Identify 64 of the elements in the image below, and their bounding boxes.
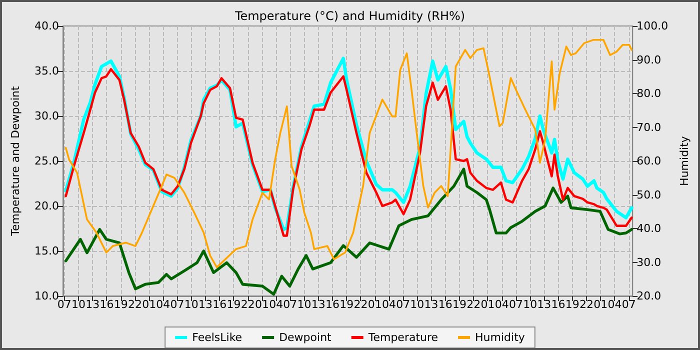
x-tick-label: 19 xyxy=(452,298,467,311)
x-tick-label: 16 xyxy=(438,298,452,311)
x-tick-label: 13 xyxy=(311,298,326,311)
x-tick-label: 01 xyxy=(368,298,382,311)
legend-label: Humidity xyxy=(475,331,526,344)
x-tick-label: 13 xyxy=(86,298,100,311)
x-tick-label: 16 xyxy=(326,298,340,311)
x-tick-label: 22 xyxy=(240,298,255,311)
x-tick-label: 10 xyxy=(297,298,312,311)
y-tick-label: 20.0 xyxy=(34,200,59,212)
x-tick-label: 19 xyxy=(226,298,241,311)
chart-title: Temperature (°C) and Humidity (RH%) xyxy=(234,9,466,23)
x-tick-label: 04 xyxy=(494,298,509,311)
x-tick-label: 07 xyxy=(283,298,298,311)
x-tick-label: 07 xyxy=(170,298,184,311)
x-tick-label: 16 xyxy=(551,298,566,311)
y-axis-title: Temperature and Dewpoint xyxy=(9,85,22,237)
x-tick-label: 22 xyxy=(466,298,481,311)
x-tick-label: 01 xyxy=(142,298,156,311)
y2-tick-label: 20.0 xyxy=(636,290,662,302)
y2-tick-label: 40.0 xyxy=(636,222,662,235)
y2-tick-label: 70.0 xyxy=(636,120,662,134)
x-tick-label: 07 xyxy=(396,298,410,311)
y2-tick-label: 90.0 xyxy=(636,53,662,66)
y-tick-label: 25.0 xyxy=(34,154,59,168)
y2-tick-label: 100.0 xyxy=(636,20,668,32)
x-tick-label: 19 xyxy=(565,298,580,311)
y-tick-label: 15.0 xyxy=(34,244,59,258)
y2-tick-label: 50.0 xyxy=(636,188,662,202)
x-tick-label: 10 xyxy=(184,298,198,311)
legend-label: Temperature xyxy=(367,331,438,344)
y-tick-label: 30.0 xyxy=(34,110,59,122)
x-tick-label: 22 xyxy=(354,298,368,311)
x-tick-label: 01 xyxy=(594,298,608,311)
x-tick-label: 07 xyxy=(508,298,523,311)
x-tick-label: 16 xyxy=(212,298,227,311)
y-tick-label: 35.0 xyxy=(34,64,59,78)
x-tick-label: 01 xyxy=(480,298,495,311)
y2-tick-label: 30.0 xyxy=(636,256,662,269)
x-tick-label: 19 xyxy=(114,298,128,311)
x-tick-label: 04 xyxy=(382,298,396,311)
x-tick-label: 10 xyxy=(410,298,424,311)
x-tick-label: 07 xyxy=(57,298,72,311)
y2-tick-label: 80.0 xyxy=(636,87,662,100)
y-tick-label: 40.0 xyxy=(34,20,59,32)
x-tick-label: 10 xyxy=(72,298,86,311)
x-tick-label: 10 xyxy=(523,298,538,311)
x-tick-label: 04 xyxy=(156,298,170,311)
x-tick-label: 19 xyxy=(340,298,354,311)
y2-axis-title: Humidity xyxy=(678,136,691,186)
x-tick-label: 13 xyxy=(424,298,438,311)
x-tick-label: 16 xyxy=(100,298,114,311)
x-tick-label: 04 xyxy=(608,298,622,311)
x-tick-label: 22 xyxy=(580,298,594,311)
y2-tick-label: 60.0 xyxy=(636,154,662,168)
legend-label: FeelsLike xyxy=(192,331,242,344)
legend-label: Dewpoint xyxy=(279,331,332,344)
y-tick-label: 10.0 xyxy=(34,290,59,302)
x-tick-label: 13 xyxy=(198,298,213,311)
x-tick-label: 22 xyxy=(128,298,142,311)
x-tick-label: 07 xyxy=(622,298,636,311)
x-tick-label: 04 xyxy=(269,298,284,311)
x-tick-label: 13 xyxy=(537,298,552,311)
x-tick-label: 01 xyxy=(254,298,269,311)
